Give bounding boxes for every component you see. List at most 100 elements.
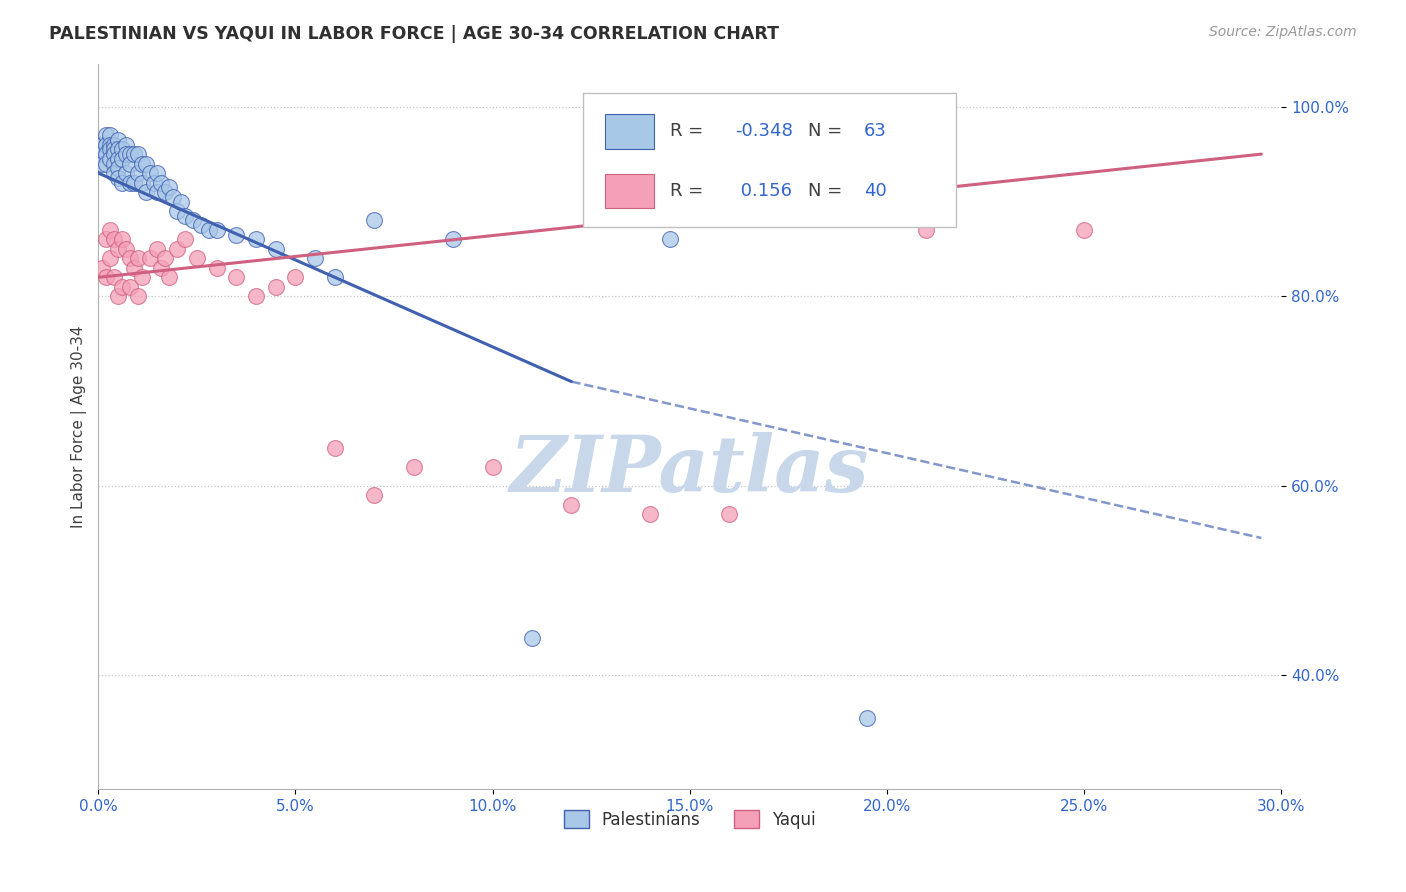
Point [150, 176, 173, 190]
Point [111, 142, 134, 156]
Point [166, 204, 188, 219]
Point [96, 137, 118, 152]
Point [146, 166, 169, 180]
Point [181, 213, 204, 227]
Point [856, 711, 879, 725]
Point [122, 176, 145, 190]
Text: ZIPatlas: ZIPatlas [510, 432, 869, 508]
Point [131, 270, 153, 285]
Point [127, 147, 149, 161]
Point [1073, 223, 1095, 237]
Point [166, 242, 188, 256]
Text: 63: 63 [863, 122, 886, 141]
Point [225, 270, 247, 285]
Point [186, 252, 208, 266]
Point [96, 270, 118, 285]
Point [118, 176, 141, 190]
Point [91, 260, 114, 275]
Point [146, 185, 169, 199]
Point [115, 147, 138, 161]
FancyBboxPatch shape [605, 114, 654, 149]
Point [96, 128, 118, 143]
Point [174, 232, 197, 246]
Point [96, 156, 118, 170]
Point [157, 270, 180, 285]
Point [96, 147, 118, 161]
Point [190, 218, 212, 232]
Point [118, 156, 141, 170]
Point [142, 176, 165, 190]
FancyBboxPatch shape [583, 93, 956, 227]
Point [441, 232, 464, 246]
Point [150, 260, 173, 275]
Text: N =: N = [808, 182, 848, 200]
Point [284, 270, 307, 285]
Text: -0.348: -0.348 [735, 122, 793, 141]
Point [111, 232, 134, 246]
Point [363, 213, 385, 227]
Point [103, 232, 125, 246]
Text: R =: R = [669, 182, 709, 200]
Point [264, 280, 287, 294]
Point [91, 147, 114, 161]
Point [157, 180, 180, 194]
Point [111, 176, 134, 190]
Point [155, 252, 177, 266]
Point [915, 223, 938, 237]
Text: 0.156: 0.156 [735, 182, 792, 200]
Point [481, 459, 503, 474]
Point [127, 166, 149, 180]
Point [107, 242, 129, 256]
Point [103, 166, 125, 180]
Point [205, 223, 228, 237]
Point [115, 137, 138, 152]
Text: Source: ZipAtlas.com: Source: ZipAtlas.com [1209, 25, 1357, 39]
Legend: Palestinians, Yaqui: Palestinians, Yaqui [557, 804, 823, 835]
Point [560, 498, 582, 512]
Point [245, 289, 267, 303]
Text: N =: N = [808, 122, 848, 141]
Point [118, 280, 141, 294]
Point [640, 508, 662, 522]
Point [115, 166, 138, 180]
Point [131, 156, 153, 170]
Point [402, 459, 425, 474]
Point [118, 147, 141, 161]
Point [127, 289, 149, 303]
FancyBboxPatch shape [605, 174, 654, 209]
Point [135, 185, 157, 199]
Point [98, 152, 121, 166]
Point [304, 252, 326, 266]
Point [323, 441, 346, 455]
Point [98, 137, 121, 152]
Point [107, 152, 129, 166]
Point [107, 289, 129, 303]
Point [520, 631, 543, 645]
Point [91, 137, 114, 152]
Point [103, 137, 125, 152]
Point [103, 270, 125, 285]
Point [135, 156, 157, 170]
Point [170, 194, 193, 209]
Point [659, 232, 682, 246]
Point [103, 147, 125, 161]
Point [245, 232, 267, 246]
Point [103, 156, 125, 170]
Point [115, 242, 138, 256]
Point [107, 133, 129, 147]
Point [103, 142, 125, 156]
Point [718, 508, 741, 522]
Text: R =: R = [669, 122, 709, 141]
Point [98, 223, 121, 237]
Text: PALESTINIAN VS YAQUI IN LABOR FORCE | AGE 30-34 CORRELATION CHART: PALESTINIAN VS YAQUI IN LABOR FORCE | AG… [49, 25, 779, 43]
Point [138, 252, 160, 266]
Point [107, 170, 129, 185]
Point [264, 242, 287, 256]
Point [205, 260, 228, 275]
Point [98, 252, 121, 266]
Point [323, 270, 346, 285]
Point [155, 185, 177, 199]
Point [118, 252, 141, 266]
Point [174, 209, 197, 223]
Point [122, 260, 145, 275]
